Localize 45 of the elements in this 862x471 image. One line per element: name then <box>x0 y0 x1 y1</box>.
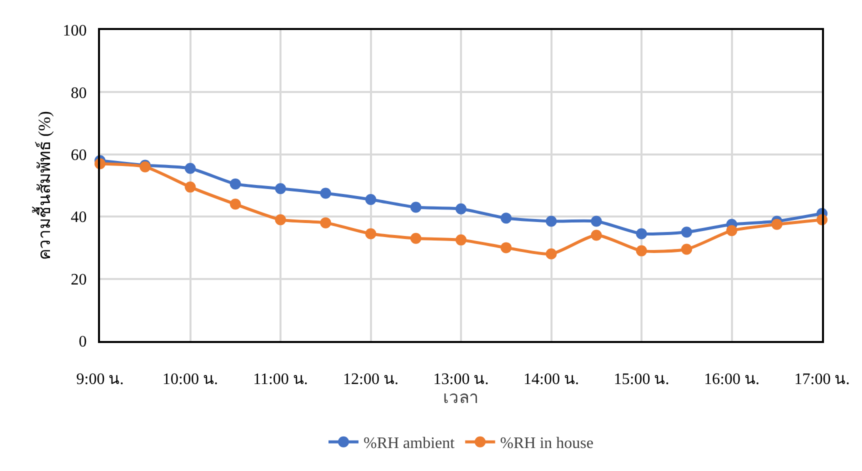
point <box>546 248 557 260</box>
point <box>184 182 196 193</box>
point <box>681 226 692 238</box>
y-tick-label: 20 <box>70 271 87 288</box>
point <box>546 216 557 227</box>
x-tick-label: 17:00 น. <box>794 371 850 388</box>
point <box>771 218 782 230</box>
x-tick-label: 14:00 น. <box>524 371 579 388</box>
point <box>184 162 196 174</box>
point <box>320 188 332 199</box>
x-tick-label: 11:00 น. <box>253 371 308 388</box>
point <box>636 228 647 240</box>
point <box>365 228 376 240</box>
x-tick-label: 16:00 น. <box>704 371 760 388</box>
point <box>230 178 241 190</box>
y-tick-label: 80 <box>70 84 87 102</box>
x-axis-title: เวลา <box>443 388 479 408</box>
point <box>590 230 602 241</box>
point <box>410 232 422 244</box>
point <box>726 225 738 236</box>
y-axis-title: ความชื้นสัมพัทธ์ (%) <box>32 111 54 260</box>
x-tick-label: 13:00 น. <box>433 371 489 388</box>
point <box>636 245 647 256</box>
point <box>456 234 466 246</box>
point <box>230 198 241 210</box>
point <box>500 212 512 224</box>
x-tick-label: 12:00 น. <box>343 371 398 388</box>
point <box>410 202 422 213</box>
point <box>275 183 286 194</box>
point <box>456 203 466 214</box>
y-tick-label: 100 <box>62 22 87 40</box>
legend-label: %RH in house <box>500 435 594 452</box>
x-tick-label: 9:00 น. <box>76 371 124 388</box>
y-tick-label: 40 <box>70 209 87 226</box>
y-tick-label: 0 <box>78 334 87 351</box>
point <box>500 242 512 254</box>
x-tick-label: 10:00 น. <box>162 371 218 388</box>
point <box>320 217 332 228</box>
point <box>590 216 602 227</box>
point <box>365 194 376 205</box>
x-tick-label: 15:00 น. <box>614 371 670 388</box>
legend-label: %RH ambient <box>364 435 456 452</box>
point <box>681 244 692 255</box>
y-tick-label: 60 <box>70 147 87 164</box>
point <box>275 214 286 226</box>
